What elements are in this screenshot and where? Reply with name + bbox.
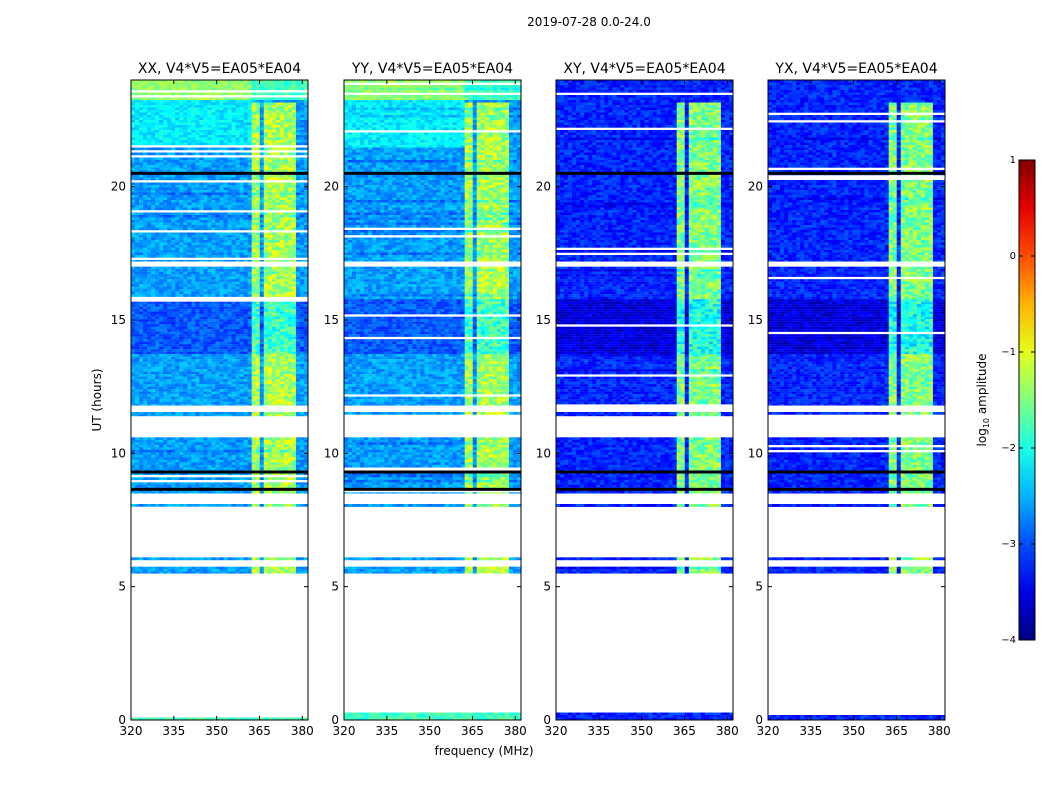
colorbar-tick-label: −1 <box>1001 347 1016 358</box>
y-tick-label: 5 <box>755 580 763 594</box>
x-tick-label: 380 <box>716 724 739 738</box>
x-tick-label: 365 <box>248 724 271 738</box>
x-tick-label: 335 <box>162 724 185 738</box>
colorbar-label-log: log <box>975 428 989 446</box>
y-tick-label: 5 <box>543 580 551 594</box>
panel-yx: YX, V4*V5=EA05*EA04 320 335 350 365 380 0 5 10 15… <box>748 61 951 738</box>
colorbar: −4 −3 −2 −1 0 1 <box>1001 155 1036 646</box>
y-tick-label: 10 <box>536 446 551 460</box>
y-tick-label: 15 <box>111 313 126 327</box>
panel-frame <box>767 79 946 721</box>
x-tick-label: 350 <box>418 724 441 738</box>
colorbar-gradient <box>1019 160 1035 640</box>
y-tick-label: 20 <box>748 180 763 194</box>
panel-xx: XX, V4*V5=EA05*EA04 320 335 350 365 380 0 5 10 15… <box>111 61 314 738</box>
x-tick-label: 320 <box>120 724 143 738</box>
x-tick-label: 380 <box>928 724 951 738</box>
y-tick-label: 0 <box>543 713 551 727</box>
x-tick-label: 335 <box>799 724 822 738</box>
panel-title: YX, V4*V5=EA05*EA04 <box>774 61 937 77</box>
panel-frame <box>130 79 309 721</box>
y-tick-label: 20 <box>111 180 126 194</box>
y-tick-label: 0 <box>755 713 763 727</box>
waterfall-image <box>131 80 308 720</box>
x-tick-label: 320 <box>757 724 780 738</box>
y-tick-label: 20 <box>536 180 551 194</box>
y-tick-label: 10 <box>324 446 339 460</box>
waterfall-image <box>556 80 733 720</box>
colorbar-tick-label: 1 <box>1010 155 1016 166</box>
panel-xy: XY, V4*V5=EA05*EA04 320 335 350 365 380 0 5 10 15… <box>536 61 739 738</box>
waterfall-image <box>344 80 521 720</box>
panel-title: YY, V4*V5=EA05*EA04 <box>351 61 513 77</box>
x-tick-label: 320 <box>333 724 356 738</box>
y-tick-label: 0 <box>118 713 126 727</box>
colorbar-frame <box>1018 159 1036 641</box>
colorbar-label-sub: 10 <box>982 418 991 428</box>
colorbar-tick-label: 0 <box>1010 251 1016 262</box>
x-tick-label: 335 <box>587 724 610 738</box>
x-tick-label: 320 <box>545 724 568 738</box>
y-tick-label: 20 <box>324 180 339 194</box>
panel-frame <box>555 79 734 721</box>
y-axis-label: UT (hours) <box>90 368 104 431</box>
colorbar-tick-label: −3 <box>1001 539 1016 550</box>
y-tick-label: 15 <box>748 313 763 327</box>
panel-title: XX, V4*V5=EA05*EA04 <box>138 61 301 77</box>
figure-suptitle: 2019-07-28 0.0-24.0 <box>527 15 651 29</box>
y-tick-label: 10 <box>748 446 763 460</box>
waterfall-image <box>768 80 945 720</box>
x-tick-label: 365 <box>885 724 908 738</box>
x-tick-label: 365 <box>673 724 696 738</box>
y-tick-label: 15 <box>324 313 339 327</box>
y-tick-label: 15 <box>536 313 551 327</box>
x-tick-label: 365 <box>461 724 484 738</box>
panels: XX, V4*V5=EA05*EA04 320 335 350 365 380 0 5 10 15… <box>111 61 951 738</box>
colorbar-label: log10 amplitude <box>975 354 991 447</box>
colorbar-label-rest: amplitude <box>975 354 989 418</box>
colorbar-tick-label: −4 <box>1001 635 1016 646</box>
panel-yy: YY, V4*V5=EA05*EA04 320 335 350 365 380 0 5 10 15… <box>324 61 527 738</box>
y-tick-label: 10 <box>111 446 126 460</box>
colorbar-tick-label: −2 <box>1001 443 1016 454</box>
x-tick-label: 350 <box>842 724 865 738</box>
x-tick-label: 380 <box>504 724 527 738</box>
panel-title: XY, V4*V5=EA05*EA04 <box>563 61 725 77</box>
x-tick-label: 350 <box>205 724 228 738</box>
x-tick-label: 350 <box>630 724 653 738</box>
x-tick-label: 335 <box>375 724 398 738</box>
panel-frame <box>343 79 522 721</box>
y-tick-label: 5 <box>118 580 126 594</box>
y-tick-label: 5 <box>331 580 339 594</box>
y-tick-label: 0 <box>331 713 339 727</box>
x-axis-label: frequency (MHz) <box>434 744 533 758</box>
x-tick-label: 380 <box>291 724 314 738</box>
